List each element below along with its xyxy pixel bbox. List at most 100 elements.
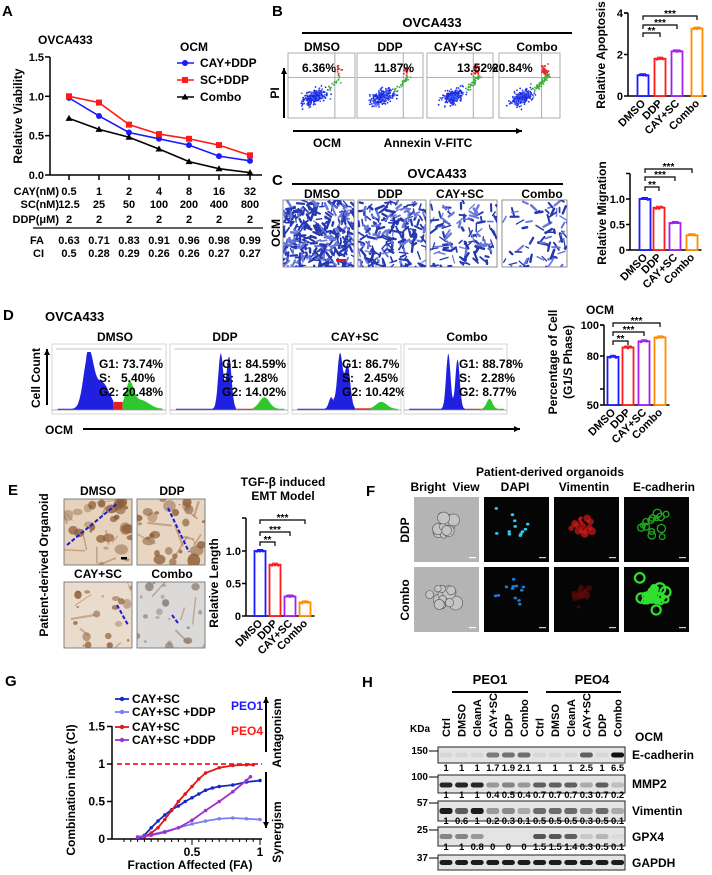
cell-stroke (557, 250, 566, 255)
protein-label: MMP2 (632, 777, 667, 791)
event-dot (522, 100, 525, 102)
cell-stroke (284, 226, 291, 235)
cell-stroke (457, 221, 462, 229)
significance-label: *** (663, 162, 675, 173)
cell-stroke (472, 257, 479, 264)
cell-cluster (137, 633, 141, 639)
data-point (247, 157, 253, 164)
cell-stroke (549, 248, 556, 260)
cell-stroke (345, 263, 352, 267)
vimentin-signal (578, 519, 582, 523)
cell-cluster (142, 614, 149, 619)
table-cell: 16 (213, 186, 225, 198)
event-dot (446, 96, 449, 98)
cell-cluster (147, 512, 158, 523)
band-quantification: 1 (459, 763, 465, 774)
table-cell: 0.26 (178, 248, 199, 260)
cell-cluster (142, 507, 153, 516)
data-point (96, 112, 102, 119)
cell-stroke (465, 262, 471, 266)
cell-stroke (547, 259, 554, 267)
s-percentage: S: 2.28% (459, 371, 515, 385)
lane-label: CAY+SC (488, 693, 500, 737)
replicate-dot (693, 233, 697, 237)
cell-cluster (182, 499, 192, 507)
event-dot (541, 77, 544, 80)
cell-stroke (439, 264, 443, 267)
nucleus (507, 532, 512, 536)
blot-strip (437, 800, 626, 822)
event-dot (459, 96, 461, 98)
event-dot (315, 99, 318, 102)
y-axis-label: (G1/S Phase) (561, 325, 575, 399)
protein-band (455, 860, 469, 865)
length-measure-line (167, 507, 190, 553)
table-cell: 2 (247, 214, 253, 226)
cell-stroke (387, 221, 398, 225)
cell-stroke (390, 259, 398, 264)
column-header: Vimentin (559, 480, 609, 494)
bracket (612, 331, 645, 336)
bar (636, 74, 650, 97)
y-tick-label: 1.0 (226, 546, 241, 558)
replicate-dot (672, 49, 676, 53)
cell-stroke (436, 251, 446, 255)
cell-stroke (340, 215, 346, 226)
cell-outline (434, 584, 442, 593)
cell-cluster (137, 514, 143, 522)
replicate-dot (638, 73, 642, 77)
event-dot (392, 92, 395, 95)
nucleus (513, 525, 517, 528)
cell-stroke (321, 229, 333, 234)
data-point (149, 833, 153, 838)
event-dot (376, 100, 379, 103)
band-quantification: 0.4 (517, 790, 531, 801)
event-dot (336, 65, 339, 68)
cell-stroke (301, 200, 309, 203)
data-point (258, 817, 262, 822)
data-point (186, 135, 192, 142)
cell-stroke (324, 235, 334, 241)
cell-process (111, 535, 119, 544)
event-dot (308, 101, 310, 104)
event-dot (534, 93, 537, 96)
legend-marker (119, 737, 125, 743)
replicate-dot (654, 206, 658, 210)
cell-stroke (402, 247, 406, 254)
band-quantification: 1 (443, 763, 449, 774)
cell-stroke (290, 264, 296, 267)
cell-stroke (299, 243, 309, 251)
plot-frame (426, 52, 494, 119)
protein-band (579, 834, 593, 839)
plot-frame (356, 52, 424, 119)
cell-stroke (337, 211, 344, 219)
replicate-dot (661, 57, 665, 61)
cell-stroke (463, 217, 473, 221)
event-dot (471, 81, 474, 84)
event-dot (319, 92, 322, 95)
event-dot (478, 65, 481, 68)
event-dot (302, 98, 304, 101)
cell-stroke (433, 250, 441, 255)
event-dot (326, 88, 329, 91)
event-dot (401, 83, 404, 86)
protein-band (470, 808, 484, 814)
group-label: PEO1 (473, 672, 508, 687)
event-dot (395, 90, 398, 93)
event-dot (523, 97, 526, 100)
table-cell: 4 (156, 186, 163, 198)
protein-band (611, 834, 625, 839)
table-cell: 0.27 (208, 248, 229, 260)
event-dot (449, 92, 452, 95)
cell-count-arrow (44, 349, 50, 405)
ecadherin-signal (651, 585, 660, 593)
cell-stroke (483, 243, 492, 248)
event-dot (511, 100, 514, 102)
bar (268, 563, 282, 617)
cell-stroke (347, 220, 354, 231)
event-dot (389, 88, 391, 91)
table-cell: 2 (126, 214, 132, 226)
series-combo (65, 114, 254, 176)
cell-stroke (403, 255, 408, 261)
